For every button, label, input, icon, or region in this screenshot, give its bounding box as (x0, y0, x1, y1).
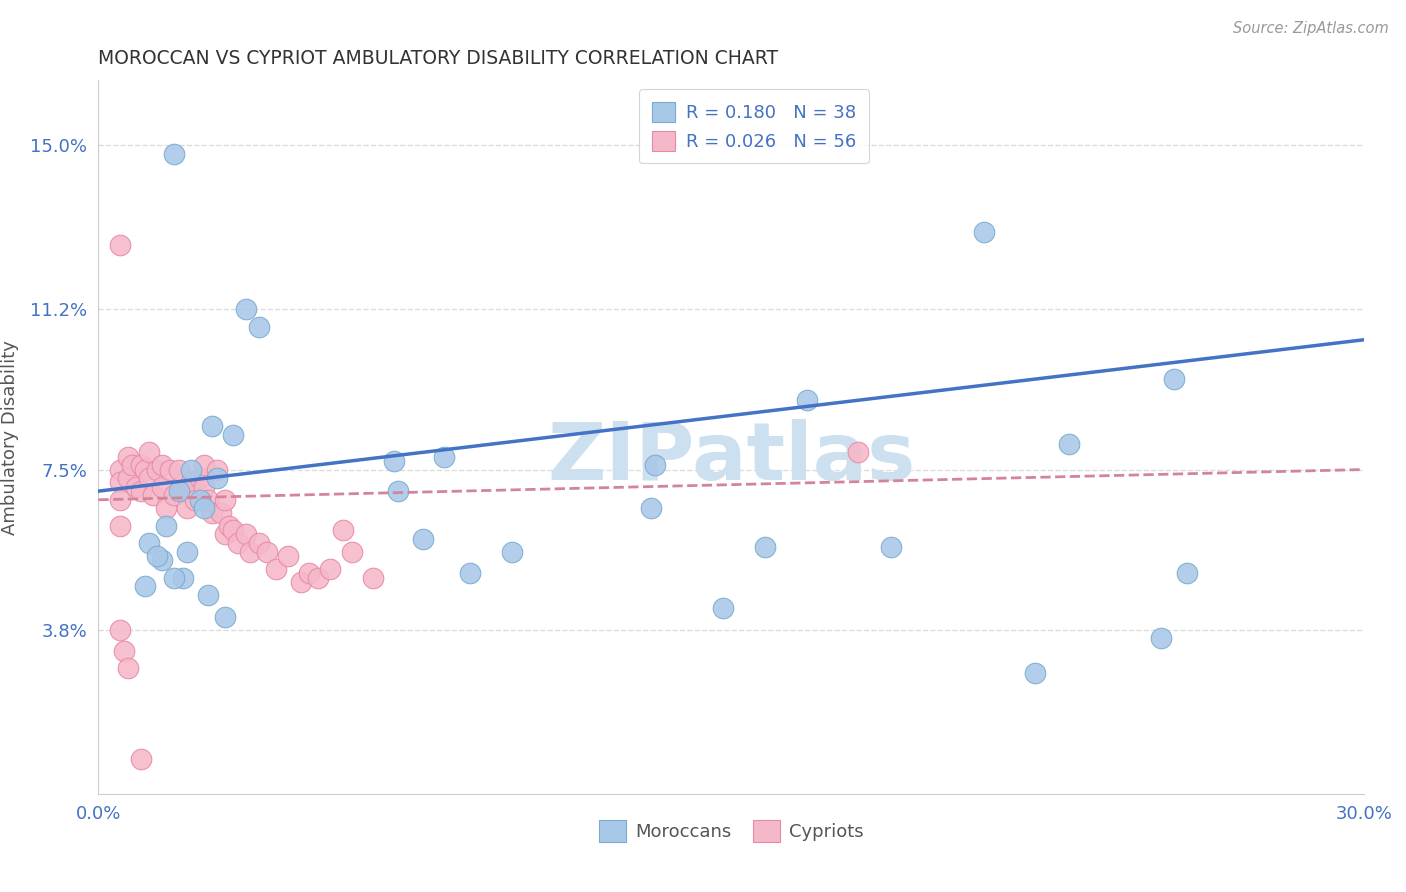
Point (197, 492, 219, 507)
Point (150, 480, 173, 494)
Point (880, 541, 903, 555)
Point (361, 571, 384, 585)
Point (640, 501, 662, 516)
Legend: Moroccans, Cypriots: Moroccans, Cypriots (592, 813, 870, 849)
Point (644, 458, 666, 473)
Point (235, 527, 257, 541)
Point (846, 445, 869, 459)
Point (155, 501, 177, 516)
Point (193, 480, 215, 494)
Point (796, 393, 818, 408)
Point (205, 471, 228, 485)
Point (129, 458, 152, 473)
Point (176, 544, 198, 558)
Point (1057, 436, 1080, 450)
Point (129, 484, 152, 499)
Point (188, 471, 211, 485)
Point (201, 506, 224, 520)
Point (125, 480, 148, 494)
Point (247, 536, 270, 550)
Point (138, 445, 160, 459)
Point (138, 536, 160, 550)
Point (193, 501, 215, 516)
Point (209, 506, 232, 520)
Point (121, 458, 143, 473)
Point (387, 484, 409, 499)
Point (754, 541, 776, 555)
Point (197, 588, 219, 602)
Point (290, 574, 312, 589)
Point (382, 454, 405, 468)
Point (176, 501, 198, 516)
Point (142, 488, 165, 502)
Point (134, 579, 156, 593)
Point (108, 237, 131, 252)
Point (1175, 566, 1198, 581)
Point (117, 661, 139, 675)
Point (332, 523, 354, 537)
Point (167, 462, 190, 476)
Point (108, 623, 131, 637)
Point (184, 492, 207, 507)
Point (412, 532, 434, 546)
Point (180, 475, 202, 490)
Point (159, 462, 181, 476)
Point (226, 536, 249, 550)
Point (163, 571, 186, 585)
Point (1150, 631, 1173, 645)
Point (256, 544, 278, 558)
Point (108, 462, 131, 476)
Point (134, 462, 156, 476)
Y-axis label: Ambulatory Disability: Ambulatory Disability (1, 340, 20, 534)
Point (711, 601, 734, 615)
Point (117, 471, 139, 485)
Point (172, 571, 194, 585)
Point (138, 471, 160, 485)
Text: ZIPatlas: ZIPatlas (547, 419, 915, 498)
Point (155, 518, 177, 533)
Point (277, 549, 299, 563)
Point (188, 492, 211, 507)
Point (129, 752, 152, 766)
Point (214, 527, 236, 541)
Point (264, 562, 287, 576)
Point (146, 549, 169, 563)
Point (222, 523, 245, 537)
Point (150, 553, 173, 567)
Point (239, 544, 262, 558)
Point (501, 544, 523, 558)
Point (222, 428, 245, 442)
Point (458, 566, 481, 581)
Point (108, 475, 131, 490)
Point (1024, 665, 1046, 680)
Point (193, 458, 215, 473)
Point (307, 571, 329, 585)
Point (172, 484, 194, 499)
Point (973, 225, 995, 239)
Point (235, 302, 257, 317)
Point (108, 492, 131, 507)
Point (340, 544, 363, 558)
Point (163, 146, 186, 161)
Point (108, 518, 131, 533)
Point (146, 462, 169, 476)
Point (247, 319, 270, 334)
Point (1163, 372, 1185, 386)
Point (150, 458, 173, 473)
Point (163, 488, 186, 502)
Point (214, 492, 236, 507)
Point (117, 450, 139, 464)
Point (433, 450, 456, 464)
Point (214, 609, 236, 624)
Text: MOROCCAN VS CYPRIOT AMBULATORY DISABILITY CORRELATION CHART: MOROCCAN VS CYPRIOT AMBULATORY DISABILIT… (98, 48, 779, 68)
Point (201, 419, 224, 434)
Point (319, 562, 342, 576)
Point (180, 462, 202, 476)
Point (167, 484, 190, 499)
Point (112, 644, 135, 658)
Text: Source: ZipAtlas.com: Source: ZipAtlas.com (1233, 21, 1389, 36)
Point (205, 462, 228, 476)
Point (218, 518, 240, 533)
Point (298, 566, 321, 581)
